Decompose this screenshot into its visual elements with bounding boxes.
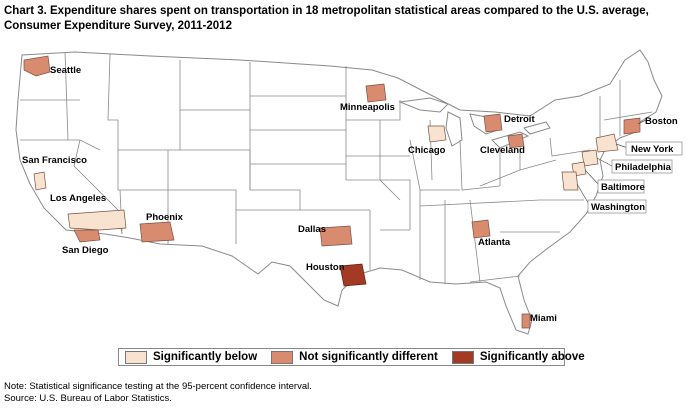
label-phoenix: Phoenix [146, 212, 184, 223]
legend-item-below: Significantly below [125, 350, 258, 364]
label-houston: Houston [306, 262, 345, 273]
metro-washington [561, 171, 579, 191]
metro-los-angeles [67, 209, 127, 231]
label-detroit: Detroit [504, 114, 535, 125]
legend-swatch-above [451, 350, 474, 364]
label-san-diego: San Diego [62, 245, 109, 256]
metro-atlanta [471, 219, 491, 239]
metro-minneapolis [365, 83, 387, 103]
metro-areas [23, 55, 641, 329]
label-los-angeles: Los Angeles [50, 193, 106, 204]
label-san-francisco: San Francisco [22, 155, 87, 166]
metro-seattle [23, 55, 51, 77]
state-boundaries [20, 51, 653, 284]
legend-swatch-not-different [271, 350, 294, 364]
label-miami: Miami [530, 313, 557, 324]
label-boston: Boston [645, 116, 678, 127]
metro-phoenix [139, 221, 175, 243]
label-new-york: New York [631, 144, 674, 155]
label-philadelphia: Philadelphia [615, 162, 672, 173]
legend-label-not-different: Not significantly different [299, 351, 438, 363]
label-washington: Washington [591, 202, 645, 213]
label-atlanta: Atlanta [478, 237, 511, 248]
metro-dallas [319, 225, 353, 247]
label-minneapolis: Minneapolis [340, 102, 395, 113]
label-baltimore: Baltimore [601, 182, 645, 193]
legend-label-above: Significantly above [479, 351, 585, 363]
footer-source: Source: U.S. Bureau of Labor Statistics. [4, 393, 172, 404]
legend-item-above: Significantly above [451, 350, 585, 364]
label-cleveland: Cleveland [480, 145, 525, 156]
metro-philadelphia [581, 149, 599, 167]
chart-title: Chart 3. Expenditure shares spent on tra… [4, 5, 649, 32]
metro-cleveland [507, 133, 525, 149]
legend-swatch-below [125, 350, 147, 364]
metro-chicago [427, 125, 447, 143]
metro-boston [623, 117, 641, 135]
metro-san-diego [73, 229, 101, 243]
east-label-boxes [587, 141, 683, 214]
footer-note: Note: Statistical significance testing a… [4, 381, 312, 392]
label-dallas: Dallas [298, 224, 326, 235]
metro-san-francisco [33, 171, 47, 191]
metro-miami [521, 313, 531, 329]
legend-label-below: Significantly below [153, 351, 258, 363]
us-outline [15, 49, 663, 335]
footer: Note: Statistical significance testing a… [4, 381, 312, 405]
legend: Significantly below Not significantly di… [118, 348, 585, 366]
label-chicago: Chicago [408, 145, 446, 156]
metro-houston [339, 263, 367, 287]
legend-item-not-different: Not significantly different [271, 350, 438, 364]
metro-new-york [595, 133, 619, 153]
metro-detroit [483, 113, 503, 133]
label-seattle: Seattle [50, 65, 81, 76]
